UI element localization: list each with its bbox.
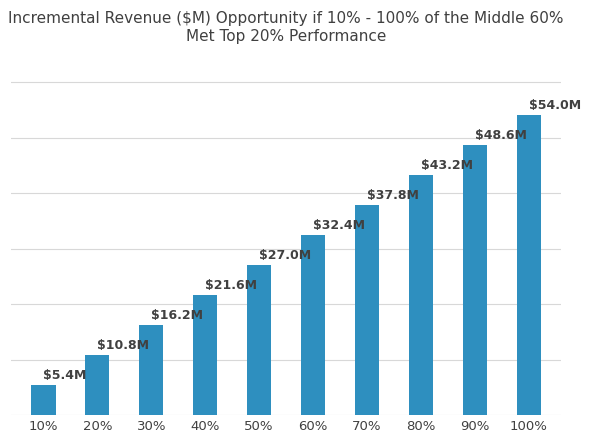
Bar <box>31 385 56 415</box>
Title: Incremental Revenue ($M) Opportunity if 10% - 100% of the Middle 60%
Met Top 20%: Incremental Revenue ($M) Opportunity if … <box>8 11 564 44</box>
Bar <box>301 235 325 415</box>
Bar <box>85 355 109 415</box>
Text: $21.6M: $21.6M <box>205 279 257 292</box>
Text: $27.0M: $27.0M <box>259 249 311 262</box>
Bar <box>193 295 217 415</box>
Text: $43.2M: $43.2M <box>421 159 473 172</box>
Text: $5.4M: $5.4M <box>44 369 87 382</box>
Text: $48.6M: $48.6M <box>475 129 527 142</box>
Text: $32.4M: $32.4M <box>313 219 365 232</box>
Bar <box>463 145 487 415</box>
Bar <box>355 205 379 415</box>
Bar <box>247 265 271 415</box>
Text: $37.8M: $37.8M <box>367 189 418 202</box>
Text: $16.2M: $16.2M <box>151 309 203 322</box>
Text: $54.0M: $54.0M <box>528 99 581 112</box>
Bar <box>409 175 433 415</box>
Text: $10.8M: $10.8M <box>97 339 149 352</box>
Bar <box>139 325 164 415</box>
Bar <box>516 115 541 415</box>
